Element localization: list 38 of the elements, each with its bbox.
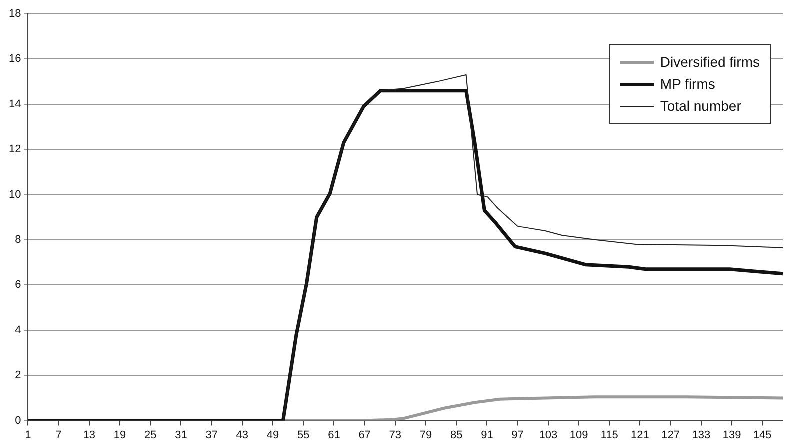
x-tick-label: 85 bbox=[450, 429, 463, 442]
x-tick-label: 127 bbox=[662, 429, 680, 442]
x-tick-label: 19 bbox=[114, 429, 126, 442]
x-tick-label: 73 bbox=[389, 429, 402, 442]
y-tick-label: 6 bbox=[15, 279, 22, 292]
x-tick-label: 67 bbox=[358, 429, 371, 442]
x-tick-label: 31 bbox=[175, 429, 188, 442]
y-tick-label: 12 bbox=[8, 144, 22, 156]
y-tick-label: 10 bbox=[8, 188, 22, 201]
x-tick-label: 115 bbox=[600, 429, 618, 442]
x-tick-label: 91 bbox=[481, 429, 494, 442]
x-tick-label: 7 bbox=[56, 429, 62, 442]
x-tick-label: 145 bbox=[753, 429, 772, 442]
x-tick-label: 13 bbox=[83, 429, 96, 442]
x-tick-label: 25 bbox=[144, 429, 157, 442]
y-tick-label: 14 bbox=[8, 98, 22, 110]
x-tick-label: 1 bbox=[25, 429, 32, 442]
x-tick-label: 133 bbox=[692, 429, 711, 442]
x-tick-label: 43 bbox=[236, 429, 249, 442]
y-tick-label: 4 bbox=[15, 324, 22, 336]
x-tick-label: 37 bbox=[206, 429, 218, 442]
x-tick-label: 121 bbox=[631, 429, 650, 442]
y-tick-label: 18 bbox=[8, 8, 22, 20]
x-tick-label: 97 bbox=[512, 429, 524, 442]
x-tick-label: 79 bbox=[420, 429, 432, 442]
y-tick-label: 8 bbox=[15, 234, 22, 246]
x-tick-label: 49 bbox=[266, 429, 280, 442]
legend-label: Total number bbox=[660, 98, 742, 114]
legend-label: Diversified firms bbox=[660, 54, 760, 70]
y-tick-label: 2 bbox=[15, 370, 22, 382]
legend-label: MP firms bbox=[660, 76, 716, 92]
x-tick-label: 55 bbox=[297, 429, 310, 442]
x-tick-label: 103 bbox=[539, 429, 558, 442]
x-tick-label: 109 bbox=[570, 429, 588, 442]
y-tick-label: 0 bbox=[15, 414, 22, 427]
y-tick-label: 16 bbox=[8, 53, 22, 66]
x-tick-label: 61 bbox=[328, 429, 340, 442]
x-tick-label: 139 bbox=[722, 429, 742, 442]
